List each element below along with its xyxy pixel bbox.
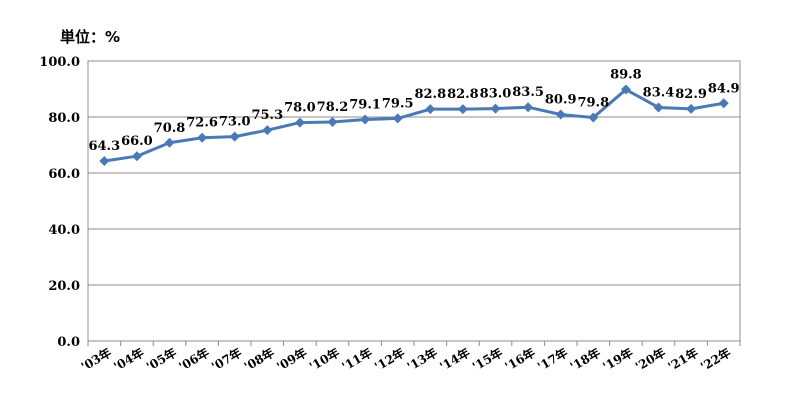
data-label: 89.8	[610, 68, 642, 83]
x-tick-label: '10年	[306, 345, 342, 374]
y-tick-label: 60.0	[48, 167, 80, 182]
x-tick-label: '22年	[698, 345, 734, 374]
x-tick-label: '19年	[600, 345, 636, 374]
data-point	[620, 84, 631, 95]
data-label: 72.6	[186, 116, 218, 131]
data-point	[718, 98, 729, 109]
data-point	[588, 112, 599, 123]
plot-border	[87, 60, 741, 342]
data-point	[457, 104, 468, 115]
data-label: 79.5	[382, 96, 414, 111]
y-tick-label: 20.0	[48, 279, 80, 294]
data-point	[490, 103, 501, 114]
data-point	[229, 131, 240, 142]
grid-layer	[87, 60, 741, 342]
data-label: 78.2	[317, 100, 349, 115]
data-label: 80.9	[545, 92, 577, 107]
x-tick-label: '20年	[632, 345, 668, 374]
data-point	[653, 102, 664, 113]
data-point	[523, 102, 534, 113]
data-label: 83.5	[512, 85, 544, 100]
data-label: 79.8	[577, 96, 609, 111]
x-tick-label: '04年	[111, 345, 147, 374]
x-tick-label: '08年	[241, 345, 277, 374]
x-tick-label: '03年	[78, 345, 114, 374]
data-label: 82.8	[447, 87, 479, 102]
data-label: 78.0	[284, 101, 316, 116]
x-tick-label: '07年	[209, 345, 245, 374]
data-point	[425, 104, 436, 115]
data-point	[327, 117, 338, 128]
data-label: 84.9	[708, 81, 740, 96]
x-tick-label: '18年	[567, 345, 603, 374]
data-label: 82.8	[414, 87, 446, 102]
unit-label: 単位：%	[60, 28, 121, 46]
y-tick-label: 80.0	[48, 111, 80, 126]
data-point	[686, 103, 697, 114]
data-label: 83.0	[480, 87, 512, 102]
series-line	[104, 88, 724, 163]
data-label: 66.0	[121, 134, 153, 149]
x-tick-label: '16年	[502, 345, 538, 374]
x-tick-label: '09年	[274, 345, 310, 374]
data-point	[99, 155, 110, 166]
series-layer	[99, 84, 729, 166]
x-tick-label: '13年	[404, 345, 440, 374]
x-tick-label: '11年	[339, 345, 375, 374]
x-tick-label: '06年	[176, 345, 212, 374]
y-tick-label: 0.0	[57, 335, 80, 350]
data-label: 75.3	[251, 108, 283, 123]
data-label: 83.4	[643, 85, 675, 100]
data-label: 64.3	[88, 139, 120, 154]
data-point	[262, 125, 273, 136]
x-tick-label: '15年	[469, 345, 505, 374]
data-point	[131, 151, 142, 162]
x-tick-label: '21年	[665, 345, 701, 374]
data-label: 73.0	[219, 115, 251, 130]
data-label: 70.8	[154, 121, 186, 136]
y-tick-label: 100.0	[39, 55, 80, 70]
data-point	[360, 114, 371, 125]
data-label: 82.9	[675, 87, 707, 102]
y-tick-label: 40.0	[48, 223, 80, 238]
x-tick-label: '14年	[437, 345, 473, 374]
data-point	[197, 132, 208, 143]
x-tick-label: '12年	[372, 345, 408, 374]
data-point	[294, 117, 305, 128]
data-label: 79.1	[349, 98, 381, 113]
data-point	[392, 113, 403, 124]
data-point	[164, 137, 175, 148]
x-tick-label: '17年	[535, 345, 571, 374]
x-tick-label: '05年	[143, 345, 179, 374]
label-layer: 64.3 66.070.8 72.6 73.0 75.378.0 78.2 79.1 79.5…	[88, 68, 739, 154]
data-point	[555, 109, 566, 120]
